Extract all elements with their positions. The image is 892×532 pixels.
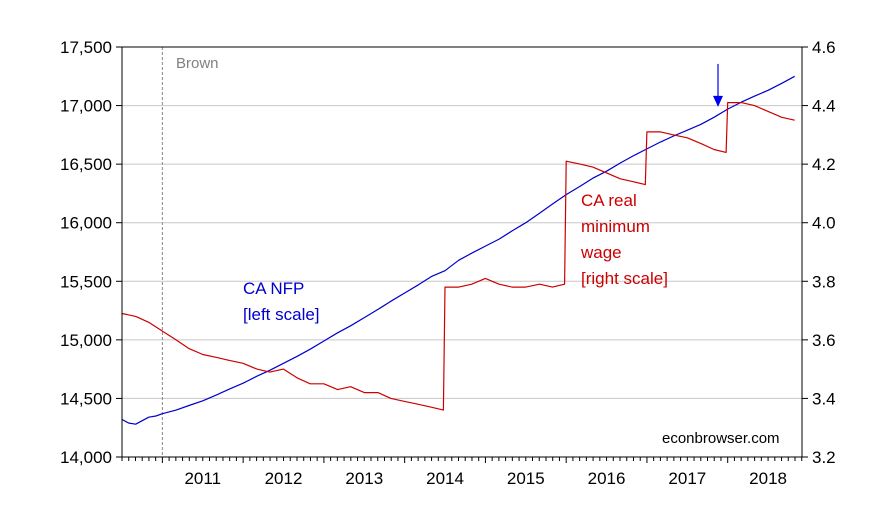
x-tick-label: 2015 xyxy=(507,469,545,488)
x-tick-label: 2013 xyxy=(345,469,383,488)
left-tick-label: 16,500 xyxy=(60,155,112,174)
right-tick-label: 4.6 xyxy=(812,38,836,57)
nfp-label-line-1: CA NFP xyxy=(243,279,304,298)
wage-label-line-3: wage xyxy=(580,243,622,262)
right-axis-tick-labels: 3.2 3.4 3.6 3.8 4.0 4.2 4.4 4.6 xyxy=(812,38,836,467)
x-axis-tick-labels: 2011 2012 2013 2014 2015 2016 2017 2018 xyxy=(184,469,787,488)
right-tick-label: 4.0 xyxy=(812,214,836,233)
x-tick-label: 2016 xyxy=(588,469,626,488)
series-group xyxy=(121,75,795,425)
wage-label-line-1: CA real xyxy=(581,191,637,210)
series-line-ca-real-minimum-wage xyxy=(121,101,795,411)
right-tick-label: 4.2 xyxy=(812,155,836,174)
arrow-marker xyxy=(713,63,724,107)
left-tick-label: 17,000 xyxy=(60,97,112,116)
right-tick-label: 3.8 xyxy=(812,272,836,291)
gridlines xyxy=(122,105,802,399)
source-label: econbrowser.com xyxy=(662,430,780,447)
left-tick-label: 14,500 xyxy=(60,389,112,408)
reference-line-label: Brown xyxy=(176,55,219,72)
left-tick-label: 15,000 xyxy=(60,331,112,350)
nfp-annotation: CA NFP [left scale] xyxy=(243,279,320,324)
wage-annotation: CA real minimum wage [right scale] xyxy=(580,191,668,288)
axis-ticks xyxy=(116,46,808,463)
x-tick-label: 2014 xyxy=(426,469,464,488)
right-tick-label: 3.6 xyxy=(812,331,836,350)
x-tick-label: 2018 xyxy=(749,469,787,488)
left-axis-tick-labels: 14,000 14,500 15,000 15,500 16,000 16,500 17,0… xyxy=(60,38,112,467)
left-tick-label: 14,000 xyxy=(60,448,112,467)
left-tick-label: 17,500 xyxy=(60,38,112,57)
wage-label-line-2: minimum xyxy=(581,217,650,236)
x-tick-label: 2011 xyxy=(184,469,221,488)
arrow-head xyxy=(713,95,724,107)
x-tick-label: 2017 xyxy=(668,469,706,488)
right-tick-label: 3.2 xyxy=(812,448,836,467)
right-tick-label: 4.4 xyxy=(812,97,836,116)
left-tick-label: 15,500 xyxy=(60,272,112,291)
plot-frame xyxy=(121,46,803,458)
x-tick-label: 2012 xyxy=(265,469,303,488)
right-tick-label: 3.4 xyxy=(812,389,836,408)
nfp-label-line-2: [left scale] xyxy=(243,305,320,324)
left-tick-label: 16,000 xyxy=(60,214,112,233)
wage-label-line-4: [right scale] xyxy=(581,269,668,288)
